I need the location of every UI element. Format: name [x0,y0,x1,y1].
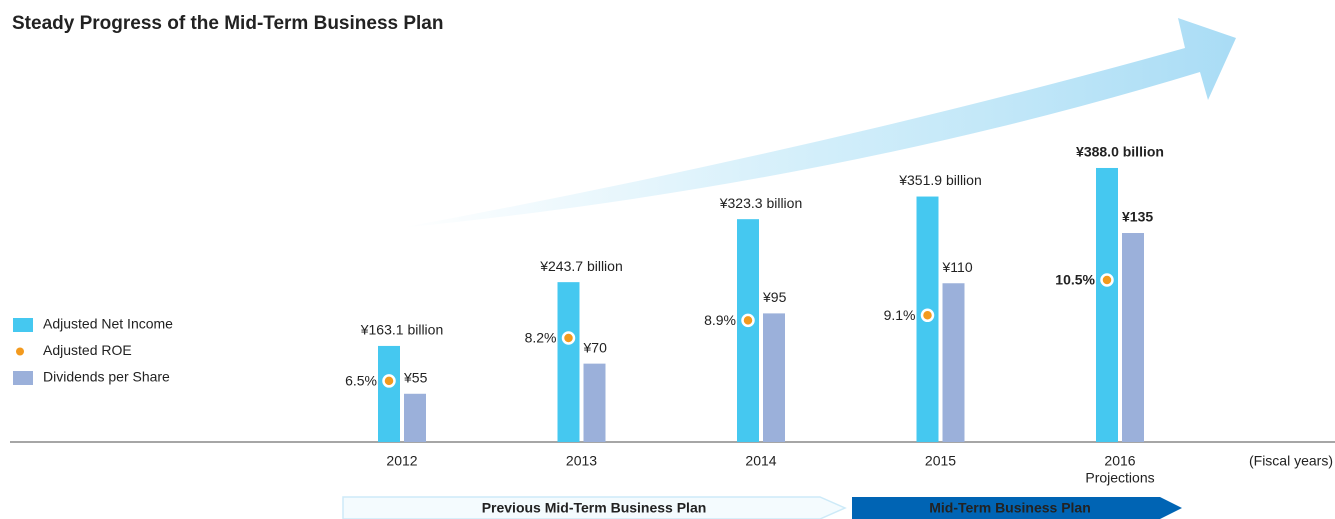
value-label: ¥95 [762,289,787,305]
value-label: ¥163.1 billion [360,322,444,338]
bar [378,345,400,442]
roe-dot [920,308,935,323]
x-tick-label: 2015 [925,453,956,469]
value-label: ¥243.7 billion [539,258,623,274]
value-label: ¥351.9 billion [898,172,982,188]
roe-dot [561,331,576,345]
period-label: Previous Mid-Term Business Plan [482,500,707,516]
bar [583,363,606,442]
value-label: ¥388.0 billion [1076,144,1164,160]
x-tick-label: 2013 [566,453,597,469]
legend-swatch [13,318,33,332]
chart-title: Steady Progress of the Mid-Term Business… [12,13,443,34]
legend-label: Adjusted Net Income [43,316,173,332]
bar [557,282,580,442]
bar [763,313,785,442]
x-axis-label: (Fiscal years) [1249,453,1333,469]
bar [942,283,965,442]
x-tick-label: 2012 [386,453,417,469]
legend-swatch [16,347,24,356]
value-label: 8.2% [525,330,557,346]
value-label: 6.5% [345,373,377,389]
legend-label: Adjusted ROE [43,342,132,358]
value-label: ¥323.3 billion [719,195,803,211]
roe-dot [741,313,755,328]
value-label: ¥70 [583,339,608,355]
roe-dot [382,374,396,388]
bar [404,393,426,442]
value-label: 9.1% [884,307,916,323]
x-tick-label: 2016 [1104,453,1135,469]
x-tick-label: 2014 [745,453,776,469]
roe-dot [1100,273,1114,287]
legend-swatch [13,371,33,385]
value-label: ¥55 [403,369,428,385]
value-label: ¥110 [942,259,973,275]
period-arrow [342,496,847,519]
period-label: Mid-Term Business Plan [929,500,1091,516]
bar [737,219,759,442]
bar [1096,167,1118,442]
value-label: 8.9% [704,312,736,328]
period-arrow [852,497,1182,519]
value-label: 10.5% [1055,272,1095,288]
legend-label: Dividends per Share [43,369,170,385]
x-tick-note: Projections [1085,470,1154,486]
value-label: ¥135 [1122,209,1153,225]
bar [1122,233,1144,442]
